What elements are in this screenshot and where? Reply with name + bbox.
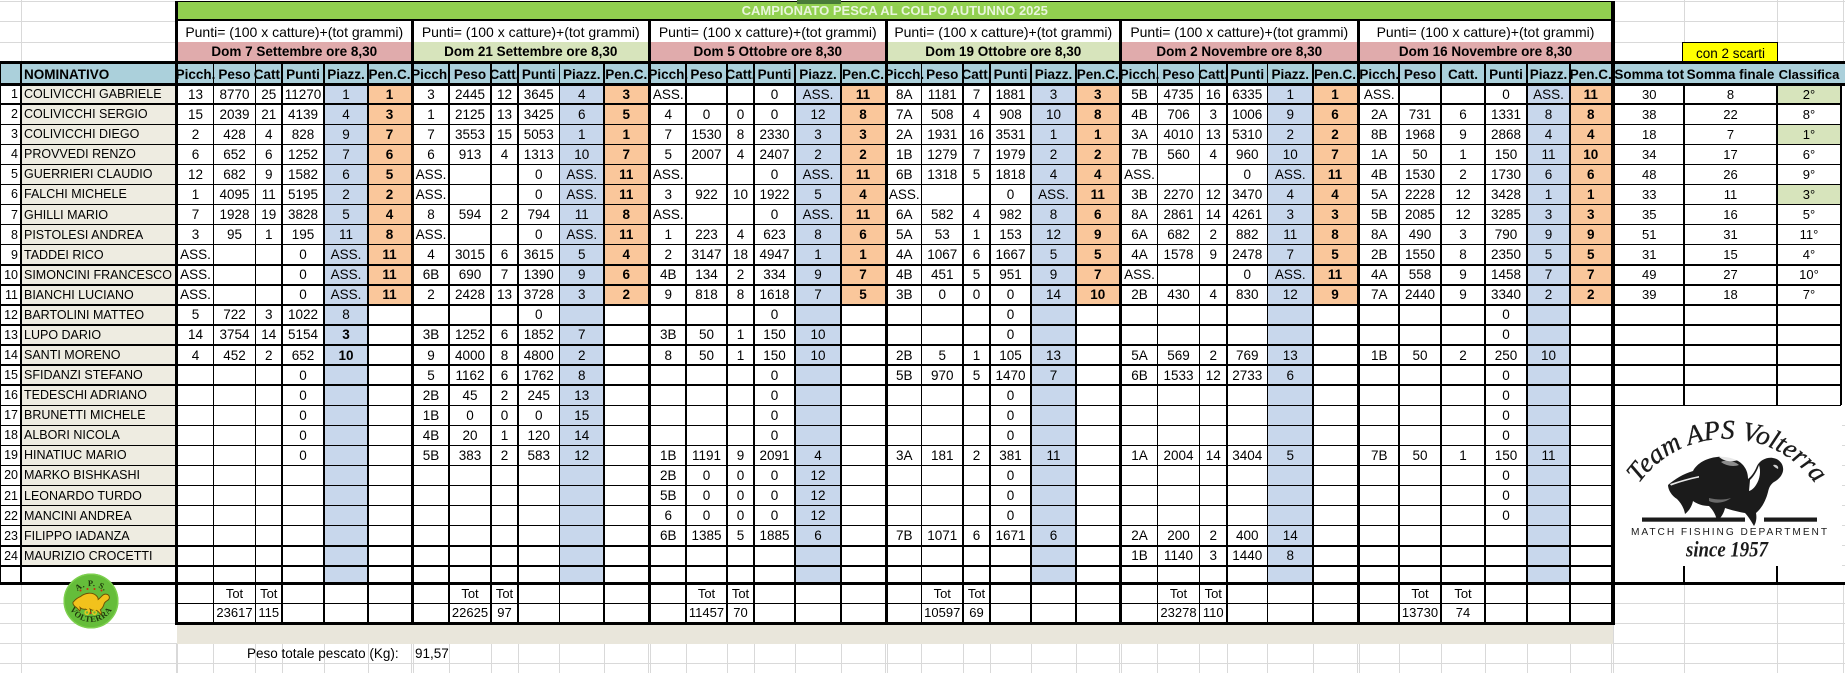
svg-text:since 1957: since 1957 — [1685, 537, 1769, 562]
svg-text:MATCH FISHING DEPARTMENT: MATCH FISHING DEPARTMENT — [1631, 526, 1829, 538]
